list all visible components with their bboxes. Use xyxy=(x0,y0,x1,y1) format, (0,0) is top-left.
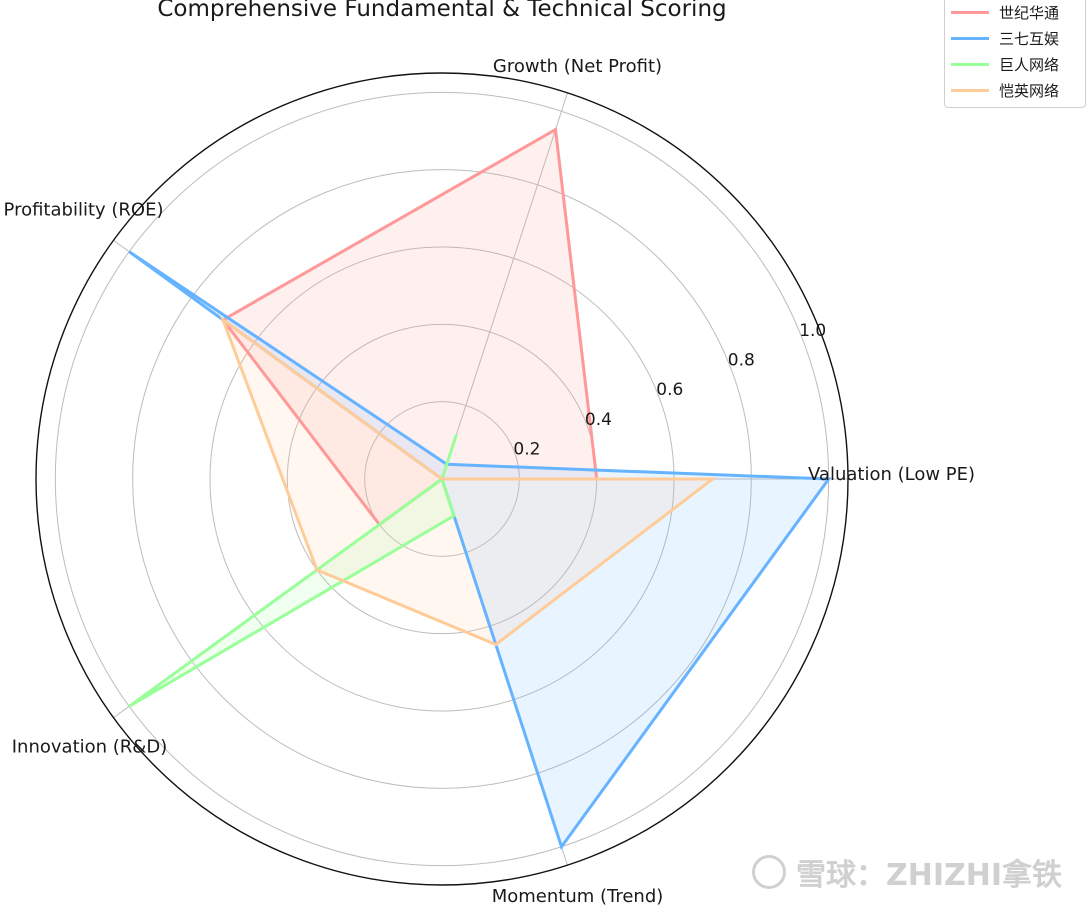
axis-label: Growth (Net Profit) xyxy=(493,56,662,77)
axis-label: Profitability (ROE) xyxy=(4,199,164,220)
radial-tick-label: 0.2 xyxy=(513,439,540,459)
axis-label: Valuation (Low PE) xyxy=(808,464,975,485)
legend-swatch xyxy=(951,62,989,66)
legend-label: 恺英网络 xyxy=(999,81,1060,100)
legend-item: 三七互娱 xyxy=(945,25,1085,51)
watermark: 雪球：ZHIZHI拿铁 xyxy=(751,850,1062,894)
snowball-logo-icon xyxy=(751,855,786,889)
series-area xyxy=(129,251,829,847)
legend-item: 巨人网络 xyxy=(945,51,1085,77)
legend-item: 世纪华通 xyxy=(945,0,1085,25)
series-line xyxy=(219,315,718,647)
series-area xyxy=(223,319,713,645)
legend-swatch xyxy=(951,10,989,14)
legend-label: 三七互娱 xyxy=(999,29,1060,48)
chart-title: Comprehensive Fundamental & Technical Sc… xyxy=(157,0,727,22)
legend-label: 巨人网络 xyxy=(999,55,1060,74)
legend-swatch xyxy=(951,88,989,92)
polar-frame xyxy=(35,72,849,886)
radial-tick-label: 0.8 xyxy=(728,351,755,371)
legend-label: 世纪华通 xyxy=(999,3,1060,22)
legend-item: 恺英网络 xyxy=(945,77,1085,103)
watermark-text: 雪球：ZHIZHI拿铁 xyxy=(795,858,1062,893)
series-line xyxy=(128,434,458,708)
axis-spoke xyxy=(441,92,568,480)
axis-label: Innovation (R&D) xyxy=(12,737,167,758)
legend: 世纪华通 三七互娱 巨人网络 恺英网络 xyxy=(944,0,1086,108)
radial-tick-label: 0.6 xyxy=(656,380,683,400)
axis-label: Momentum (Trend) xyxy=(492,886,664,906)
legend-swatch xyxy=(951,36,989,40)
radial-tick-label: 0.4 xyxy=(585,410,612,430)
series-area xyxy=(223,129,597,525)
radial-tick-label: 1.0 xyxy=(799,321,826,341)
